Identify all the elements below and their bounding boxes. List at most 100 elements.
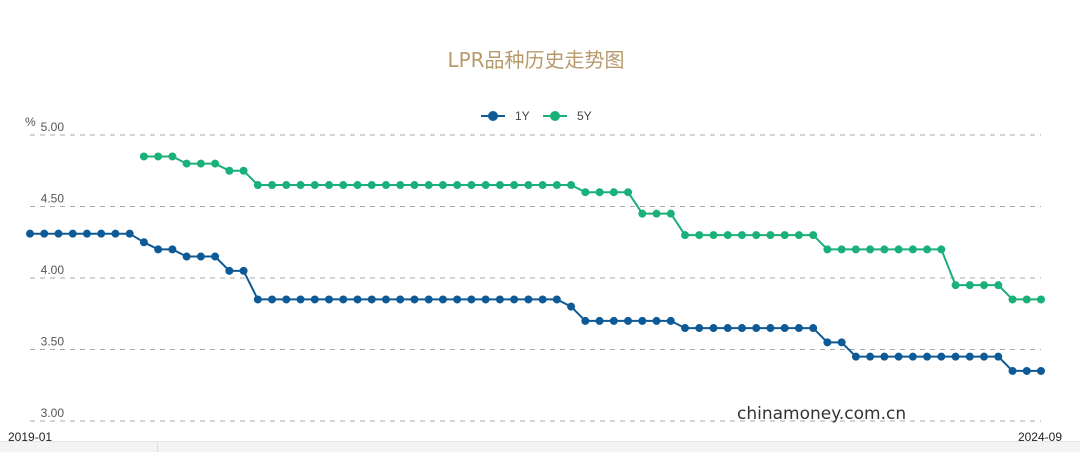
data-point[interactable]: [438, 295, 447, 304]
data-point[interactable]: [182, 159, 191, 168]
data-point[interactable]: [282, 181, 291, 190]
data-point[interactable]: [139, 152, 148, 161]
data-point[interactable]: [766, 231, 775, 240]
data-point[interactable]: [681, 324, 690, 333]
data-point[interactable]: [310, 181, 319, 190]
data-point[interactable]: [225, 266, 234, 275]
data-point[interactable]: [624, 316, 633, 325]
data-point[interactable]: [381, 295, 390, 304]
data-point[interactable]: [111, 229, 120, 238]
data-point[interactable]: [353, 181, 362, 190]
data-point[interactable]: [937, 352, 946, 361]
data-point[interactable]: [168, 152, 177, 161]
data-point[interactable]: [823, 245, 832, 254]
data-point[interactable]: [609, 188, 618, 197]
data-point[interactable]: [424, 295, 433, 304]
data-point[interactable]: [880, 352, 889, 361]
data-point[interactable]: [410, 181, 419, 190]
data-point[interactable]: [994, 281, 1003, 290]
data-point[interactable]: [239, 166, 248, 175]
data-point[interactable]: [908, 245, 917, 254]
data-point[interactable]: [624, 188, 633, 197]
data-point[interactable]: [1037, 366, 1045, 375]
data-point[interactable]: [296, 181, 305, 190]
data-point[interactable]: [851, 245, 860, 254]
data-point[interactable]: [97, 229, 106, 238]
data-point[interactable]: [524, 295, 533, 304]
data-point[interactable]: [552, 181, 561, 190]
data-point[interactable]: [965, 352, 974, 361]
data-point[interactable]: [481, 295, 490, 304]
data-point[interactable]: [339, 295, 348, 304]
data-point[interactable]: [282, 295, 291, 304]
data-point[interactable]: [709, 324, 718, 333]
data-point[interactable]: [794, 324, 803, 333]
data-point[interactable]: [894, 245, 903, 254]
data-point[interactable]: [951, 352, 960, 361]
data-point[interactable]: [752, 324, 761, 333]
data-point[interactable]: [652, 209, 661, 218]
data-point[interactable]: [552, 295, 561, 304]
data-point[interactable]: [40, 229, 49, 238]
data-point[interactable]: [567, 181, 576, 190]
data-point[interactable]: [1022, 295, 1031, 304]
data-point[interactable]: [567, 302, 576, 311]
data-point[interactable]: [538, 295, 547, 304]
data-point[interactable]: [154, 245, 163, 254]
data-point[interactable]: [923, 352, 932, 361]
data-point[interactable]: [851, 352, 860, 361]
data-point[interactable]: [253, 181, 262, 190]
data-point[interactable]: [908, 352, 917, 361]
data-point[interactable]: [866, 352, 875, 361]
data-point[interactable]: [951, 281, 960, 290]
data-point[interactable]: [923, 245, 932, 254]
data-point[interactable]: [595, 188, 604, 197]
data-point[interactable]: [581, 188, 590, 197]
data-point[interactable]: [467, 295, 476, 304]
data-point[interactable]: [780, 324, 789, 333]
data-point[interactable]: [268, 295, 277, 304]
data-point[interactable]: [666, 209, 675, 218]
data-point[interactable]: [211, 252, 220, 261]
data-point[interactable]: [937, 245, 946, 254]
data-point[interactable]: [638, 316, 647, 325]
data-point[interactable]: [268, 181, 277, 190]
data-point[interactable]: [453, 295, 462, 304]
data-point[interactable]: [837, 338, 846, 347]
data-point[interactable]: [823, 338, 832, 347]
data-point[interactable]: [723, 231, 732, 240]
data-point[interactable]: [396, 181, 405, 190]
data-point[interactable]: [296, 295, 305, 304]
data-point[interactable]: [994, 352, 1003, 361]
data-point[interactable]: [837, 245, 846, 254]
data-point[interactable]: [26, 229, 34, 238]
data-point[interactable]: [453, 181, 462, 190]
data-point[interactable]: [154, 152, 163, 161]
legend-item-5y[interactable]: 5Y: [543, 109, 592, 123]
data-point[interactable]: [766, 324, 775, 333]
data-point[interactable]: [880, 245, 889, 254]
data-point[interactable]: [510, 181, 519, 190]
data-point[interactable]: [581, 316, 590, 325]
data-point[interactable]: [595, 316, 604, 325]
data-point[interactable]: [780, 231, 789, 240]
data-point[interactable]: [424, 181, 433, 190]
data-point[interactable]: [1008, 295, 1017, 304]
data-point[interactable]: [339, 181, 348, 190]
data-point[interactable]: [396, 295, 405, 304]
data-point[interactable]: [54, 229, 63, 238]
data-point[interactable]: [467, 181, 476, 190]
data-point[interactable]: [381, 181, 390, 190]
data-point[interactable]: [695, 231, 704, 240]
data-point[interactable]: [239, 266, 248, 275]
data-point[interactable]: [495, 181, 504, 190]
data-point[interactable]: [809, 324, 818, 333]
data-point[interactable]: [325, 295, 334, 304]
data-point[interactable]: [481, 181, 490, 190]
data-point[interactable]: [709, 231, 718, 240]
data-point[interactable]: [410, 295, 419, 304]
data-point[interactable]: [980, 281, 989, 290]
data-point[interactable]: [68, 229, 77, 238]
data-point[interactable]: [367, 295, 376, 304]
data-point[interactable]: [809, 231, 818, 240]
